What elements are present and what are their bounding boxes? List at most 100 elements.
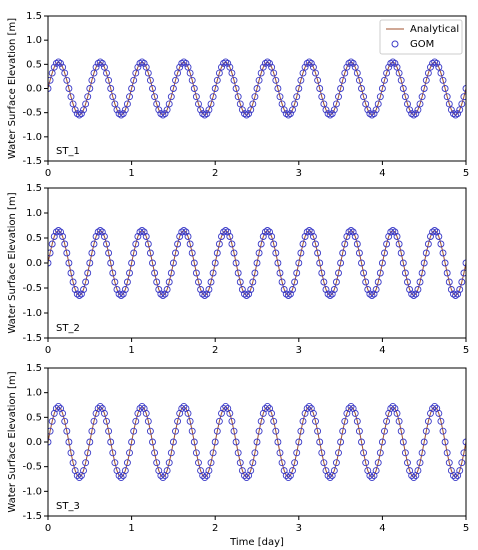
legend-label: GOM (410, 39, 434, 50)
data-point (410, 474, 418, 481)
data-point (201, 111, 209, 119)
data-point (314, 249, 322, 257)
data-point (234, 449, 242, 457)
data-point (387, 405, 395, 412)
data-point (224, 228, 232, 236)
data-point (65, 85, 73, 92)
data-point (424, 417, 432, 425)
data-point (326, 474, 334, 481)
data-point (207, 100, 215, 108)
data-point (161, 290, 169, 298)
data-point (303, 405, 311, 412)
data-point (159, 292, 167, 299)
data-point (450, 472, 457, 479)
data-point (376, 269, 384, 277)
data-point (128, 438, 136, 446)
data-point (121, 106, 129, 114)
x-tick-label: 4 (379, 523, 385, 534)
data-point (247, 286, 255, 293)
data-point (247, 106, 255, 114)
data-point (67, 449, 75, 457)
data-point (182, 228, 190, 236)
data-point (222, 58, 230, 66)
y-axis-label: Water Surface Elevation [m] (7, 192, 18, 333)
data-point (447, 286, 455, 293)
data-point (303, 59, 311, 67)
data-point (324, 290, 332, 298)
data-point (82, 459, 90, 467)
data-point (243, 292, 251, 299)
plot-area (48, 403, 466, 481)
data-point (63, 76, 71, 84)
data-point (197, 106, 205, 114)
data-point (103, 417, 110, 425)
data-point (52, 405, 60, 412)
data-point (433, 59, 441, 67)
data-point (314, 427, 322, 435)
data-point (257, 417, 265, 425)
y-tick-label: 1.0 (26, 388, 42, 399)
data-point (155, 106, 163, 114)
data-point (251, 449, 259, 457)
data-point (445, 278, 453, 286)
analytical-line (48, 61, 466, 116)
data-point (190, 438, 198, 446)
data-point (230, 249, 238, 257)
data-point (387, 59, 395, 67)
data-point (286, 110, 294, 118)
data-point (401, 269, 409, 277)
data-point (184, 63, 192, 71)
data-point (243, 474, 251, 481)
data-point (399, 85, 407, 92)
data-point (178, 405, 186, 412)
data-point (341, 240, 349, 248)
data-point (88, 76, 96, 84)
data-point (431, 58, 439, 66)
data-point (299, 417, 307, 425)
data-point (205, 286, 213, 293)
data-point (128, 259, 136, 267)
data-point (364, 106, 372, 114)
data-point (90, 417, 98, 425)
data-point (330, 286, 338, 293)
data-point (192, 449, 200, 457)
data-point (351, 233, 359, 240)
data-point (284, 474, 292, 481)
data-point (259, 63, 267, 71)
data-point (84, 269, 92, 277)
data-point (90, 69, 98, 77)
data-point (353, 417, 361, 425)
data-point (341, 417, 349, 425)
x-tick-label: 0 (45, 523, 51, 534)
data-point (167, 449, 175, 457)
data-point (144, 417, 152, 425)
data-point (345, 59, 353, 67)
data-point (201, 474, 209, 481)
data-point (138, 58, 146, 66)
data-point (238, 106, 246, 114)
y-tick-label: 1.5 (26, 363, 42, 374)
data-point (80, 106, 87, 114)
data-point (169, 438, 177, 446)
data-point (80, 286, 87, 293)
data-point (123, 459, 131, 467)
data-point (299, 69, 307, 77)
data-point (243, 111, 251, 119)
data-point (115, 472, 123, 479)
data-point (153, 100, 161, 108)
data-point (67, 93, 75, 101)
x-tick-label: 0 (45, 168, 51, 179)
data-point (274, 438, 282, 446)
data-point (383, 240, 391, 248)
data-point (374, 278, 382, 286)
data-point (215, 240, 223, 248)
data-point (107, 259, 115, 267)
data-point (337, 85, 345, 92)
data-point (439, 427, 447, 435)
data-point (312, 417, 319, 425)
data-point (261, 228, 269, 236)
data-point (454, 290, 462, 298)
data-point (337, 259, 345, 267)
data-point (174, 417, 182, 425)
data-point (82, 278, 90, 286)
